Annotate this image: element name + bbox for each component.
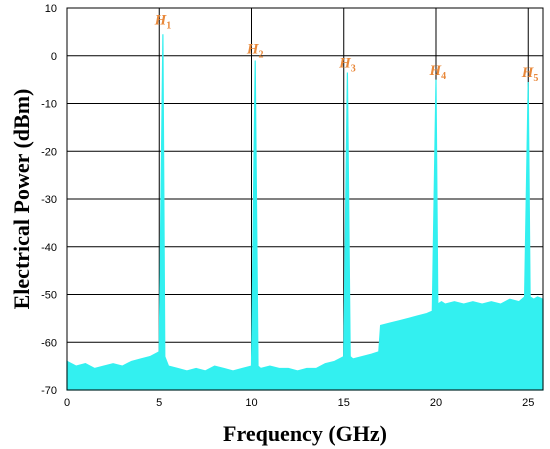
y-tick-label: -20	[41, 146, 57, 158]
x-tick-label: 10	[245, 397, 257, 409]
y-tick-labels: 10 0 -10 -20 -30 -40 -50 -60 -70	[41, 3, 57, 397]
harmonic-labels: H1 H2 H3 H4 H5	[154, 13, 539, 85]
y-tick-label: -60	[41, 337, 57, 349]
harmonic-label: H5	[521, 65, 539, 84]
y-tick-label: -30	[41, 194, 57, 206]
harmonic-label: H2	[246, 41, 264, 60]
harmonic-label: H3	[338, 56, 356, 75]
x-tick-label: 5	[156, 397, 162, 409]
x-tick-labels: 0 5 10 15 20 25	[64, 397, 534, 409]
y-tick-label: -50	[41, 290, 57, 302]
y-tick-label: 10	[45, 3, 57, 15]
y-axis-label: Electrical Power (dBm)	[9, 89, 34, 310]
y-tick-label: 0	[51, 51, 57, 63]
spectrum-trace	[66, 34, 544, 391]
x-tick-label: 15	[338, 397, 350, 409]
harmonic-label: H1	[154, 13, 172, 32]
x-tick-label: 25	[522, 397, 534, 409]
x-axis-label: Frequency (GHz)	[223, 421, 387, 446]
plot-frame	[66, 7, 544, 391]
x-tick-label: 0	[64, 397, 70, 409]
series-layer	[66, 34, 544, 391]
y-tick-label: -10	[41, 99, 57, 111]
y-tick-label: -40	[41, 242, 57, 254]
x-tick-label: 20	[430, 397, 442, 409]
y-tick-label: -70	[41, 385, 57, 397]
harmonic-label: H4	[429, 63, 447, 82]
